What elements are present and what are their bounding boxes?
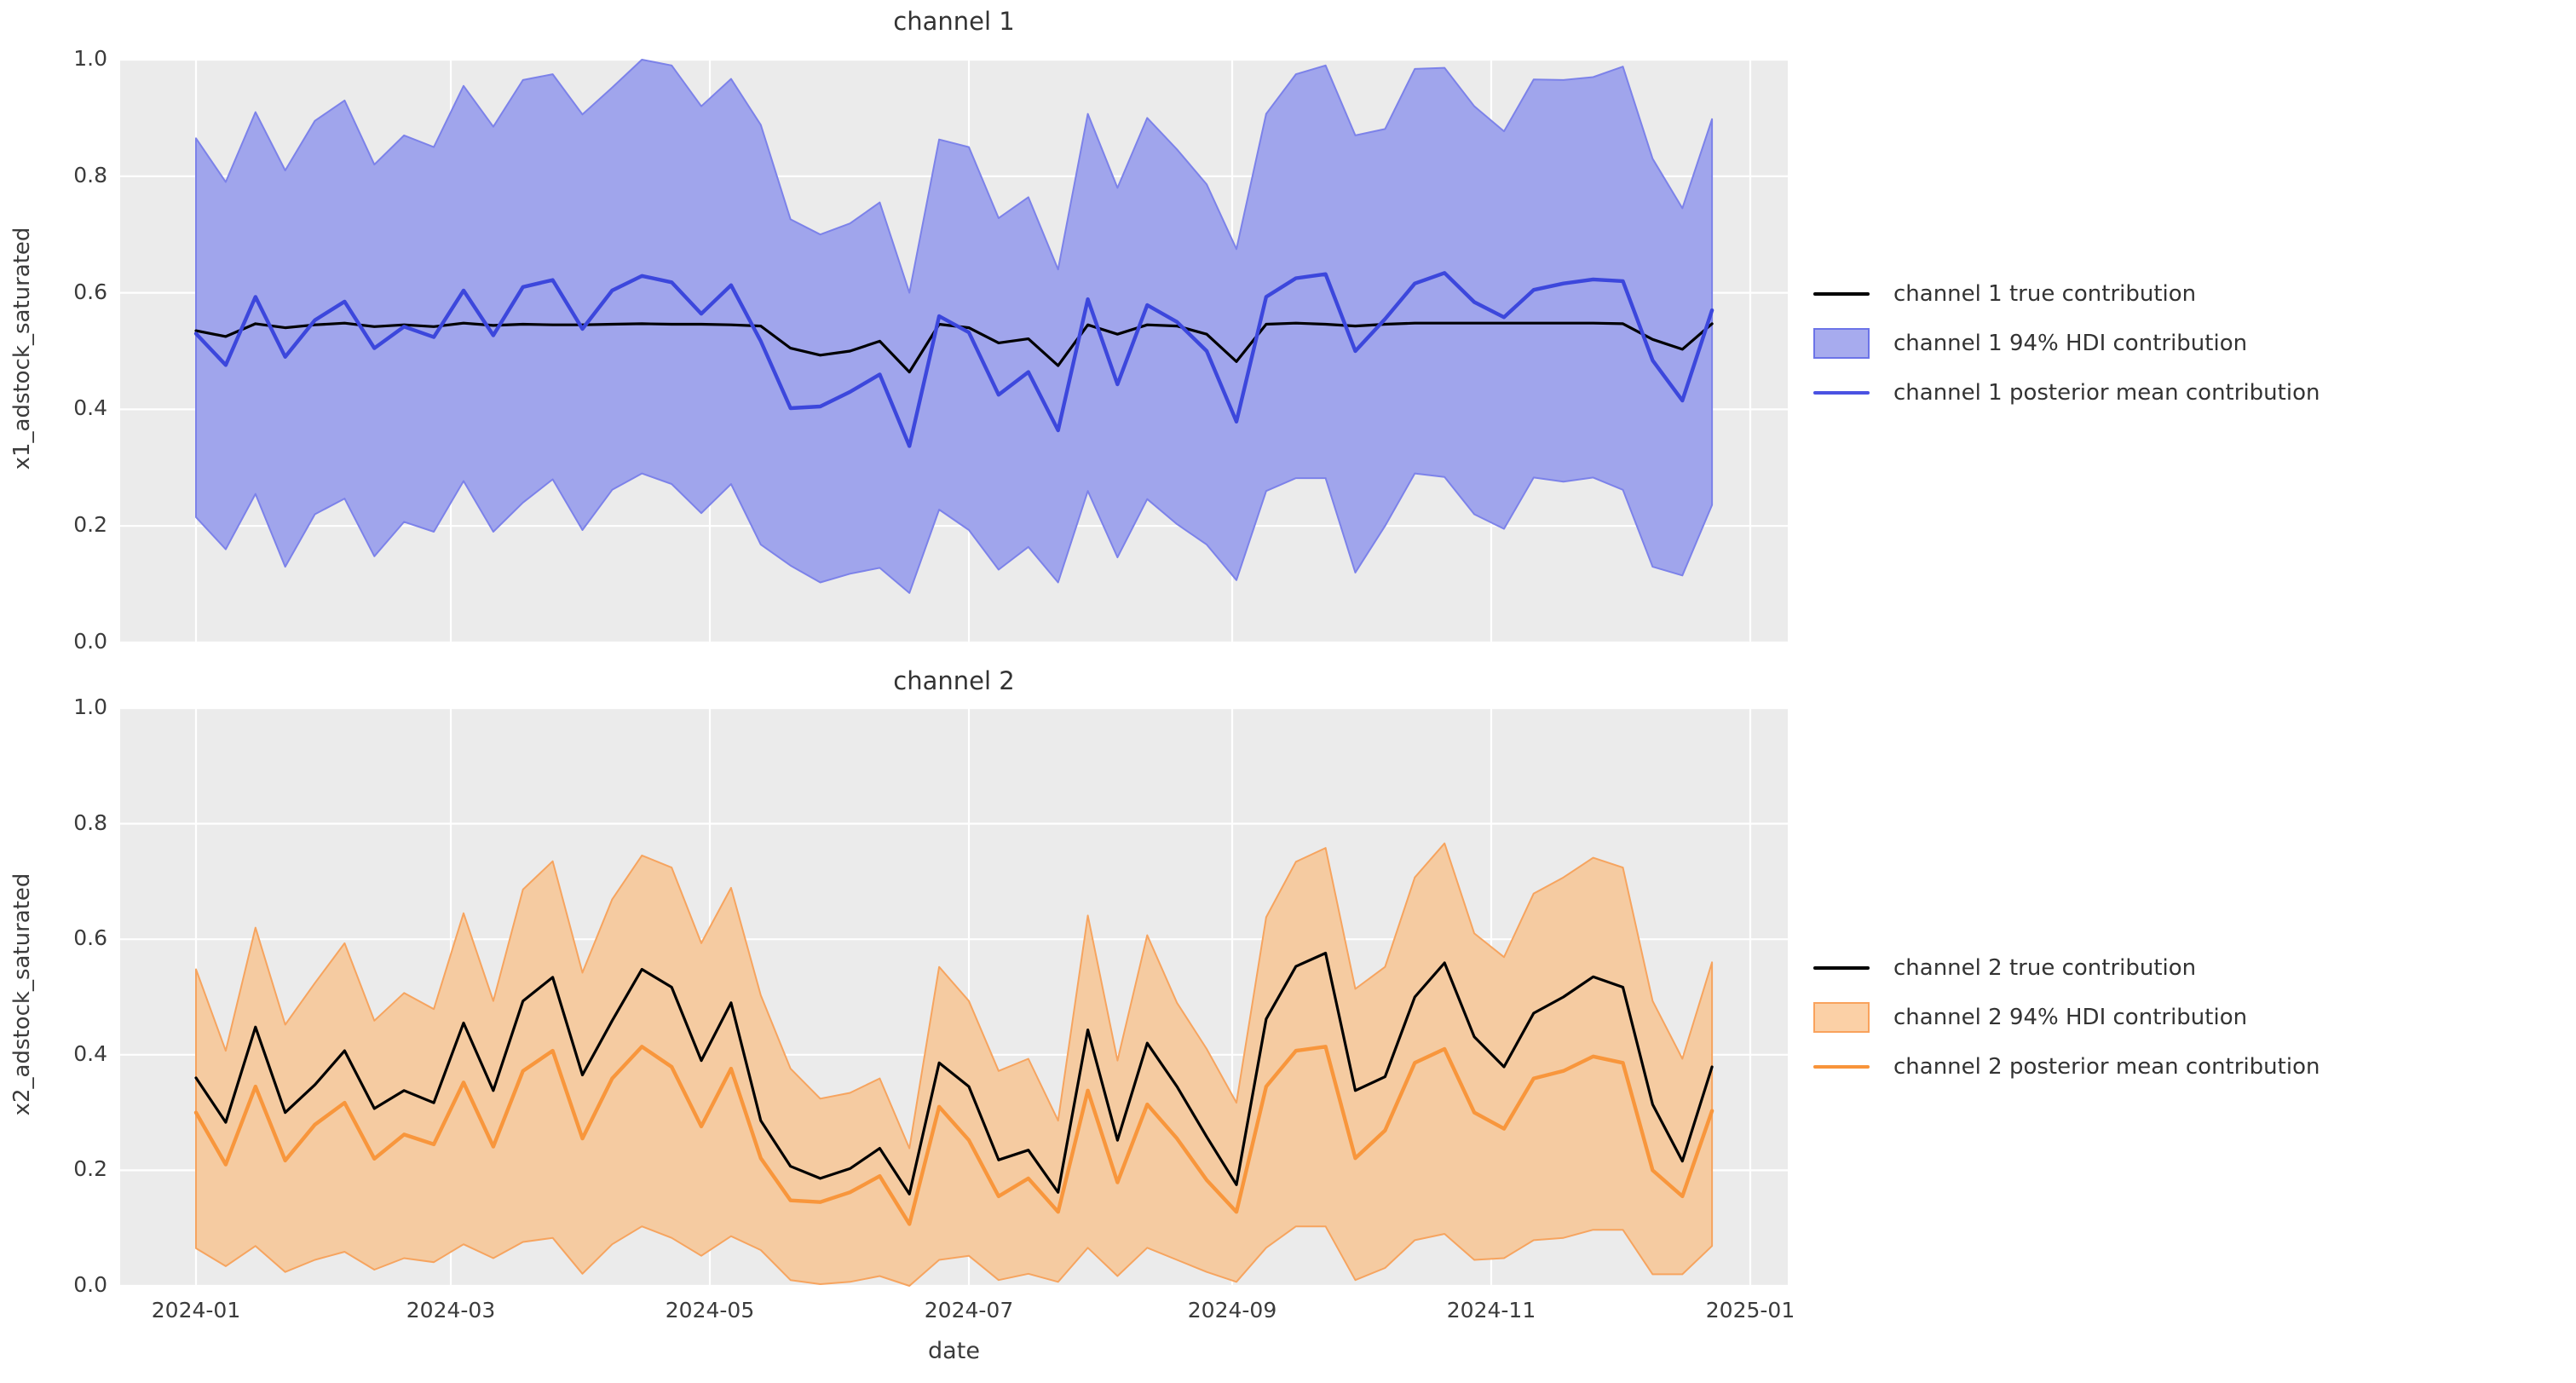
legend-item: channel 2 posterior mean contribution xyxy=(1813,1042,2320,1092)
hdi-band xyxy=(195,842,1714,1287)
posterior-mean-line xyxy=(193,1045,1714,1226)
plot-area-channel-1 xyxy=(120,58,1788,644)
x-tick-label: 2024-01 xyxy=(151,1298,241,1322)
chart2-y-axis-label: x2_adstock_saturated xyxy=(9,873,35,1116)
y-tick-label: 0.4 xyxy=(73,395,107,421)
legend-label: channel 1 posterior mean contribution xyxy=(1893,380,2320,406)
x-tick-label: 2024-07 xyxy=(924,1298,1014,1322)
legend-item: channel 1 posterior mean contribution xyxy=(1813,368,2320,418)
x-tick-label: 2024-05 xyxy=(665,1298,755,1322)
posterior-line-swatch-icon xyxy=(1813,1065,1873,1069)
legend-label: channel 1 true contribution xyxy=(1893,281,2197,307)
y-tick-label: 0.6 xyxy=(73,279,107,304)
x-tick-label: 2024-09 xyxy=(1187,1298,1277,1322)
x-tick-label: 2025-01 xyxy=(1705,1298,1795,1322)
true-contribution-line xyxy=(194,951,1714,1196)
y-tick-label: 0.8 xyxy=(73,810,107,835)
legend-label: channel 2 posterior mean contribution xyxy=(1893,1054,2320,1080)
legend-label: channel 1 94% HDI contribution xyxy=(1893,331,2248,356)
hdi-patch-swatch-icon xyxy=(1813,1002,1873,1033)
legend-item: channel 1 true contribution xyxy=(1813,269,2320,319)
true-line-swatch-icon xyxy=(1813,966,1873,970)
x-tick-label: 2024-11 xyxy=(1446,1298,1536,1322)
chart1-legend: channel 1 true contribution channel 1 94… xyxy=(1813,269,2320,418)
chart1-title: channel 1 xyxy=(893,7,1015,36)
y-tick-label: 0.2 xyxy=(73,512,107,538)
chart2-title: channel 2 xyxy=(893,666,1015,695)
chart1-y-axis-label: x1_adstock_saturated xyxy=(9,227,35,470)
x-axis-label: date xyxy=(928,1338,980,1364)
y-tick-label: 0.2 xyxy=(73,1156,107,1182)
y-tick-label: 0.0 xyxy=(73,1272,107,1297)
y-tick-label: 1.0 xyxy=(73,694,107,719)
x-tick-label: 2024-03 xyxy=(406,1298,496,1322)
posterior-mean-line xyxy=(193,271,1714,448)
y-tick-label: 0.8 xyxy=(73,162,107,187)
hdi-patch-swatch-icon xyxy=(1813,328,1873,359)
true-line-swatch-icon xyxy=(1813,292,1873,296)
legend-label: channel 2 true contribution xyxy=(1893,955,2197,981)
y-tick-label: 0.4 xyxy=(73,1040,107,1066)
posterior-line-swatch-icon xyxy=(1813,391,1873,395)
legend-label: channel 2 94% HDI contribution xyxy=(1893,1005,2248,1030)
legend-item: channel 1 94% HDI contribution xyxy=(1813,319,2320,368)
legend-item: channel 2 true contribution xyxy=(1813,943,2320,993)
y-tick-label: 0.6 xyxy=(73,925,107,951)
legend-item: channel 2 94% HDI contribution xyxy=(1813,993,2320,1042)
plot-area-channel-2 xyxy=(120,706,1788,1288)
y-tick-label: 1.0 xyxy=(73,46,107,71)
chart2-legend: channel 2 true contribution channel 2 94… xyxy=(1813,943,2320,1092)
y-tick-label: 0.0 xyxy=(73,629,107,654)
